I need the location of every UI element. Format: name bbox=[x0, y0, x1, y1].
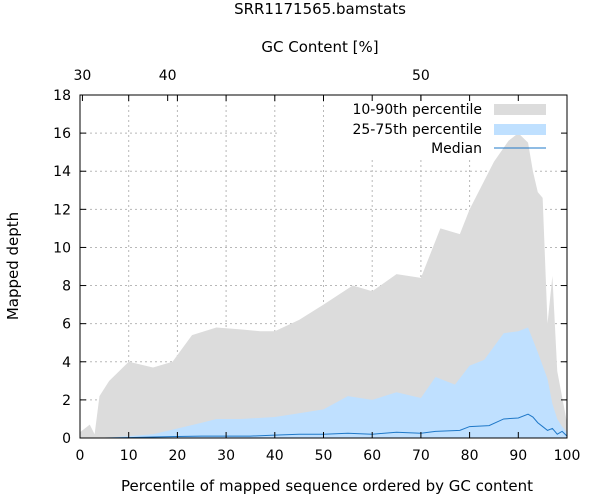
legend-swatch-25-75 bbox=[494, 124, 546, 135]
x-tick-label: 20 bbox=[168, 448, 186, 464]
x-tick-label: 50 bbox=[315, 448, 333, 464]
x-tick-label: 0 bbox=[76, 448, 85, 464]
x-axis-title: Percentile of mapped sequence ordered by… bbox=[121, 477, 533, 495]
legend-swatch-10-90 bbox=[494, 104, 546, 115]
x-tick-label: 90 bbox=[509, 448, 527, 464]
top-axis-title: GC Content [%] bbox=[261, 38, 378, 56]
x-tick-label: 30 bbox=[217, 448, 235, 464]
x-tick-label: 40 bbox=[266, 448, 284, 464]
legend-label-10-90: 10-90th percentile bbox=[352, 102, 482, 118]
y-tick-label: 18 bbox=[53, 88, 71, 104]
band-10-90 bbox=[80, 133, 567, 439]
y-tick-label: 0 bbox=[62, 431, 71, 447]
y-tick-label: 14 bbox=[53, 164, 71, 180]
y-tick-label: 8 bbox=[62, 279, 71, 295]
x-tick-label: 70 bbox=[412, 448, 430, 464]
chart-title: SRR1171565.bamstats bbox=[234, 0, 406, 18]
y-tick-label: 10 bbox=[53, 240, 71, 256]
y-tick-label: 12 bbox=[53, 202, 71, 218]
band-25-75 bbox=[80, 327, 567, 438]
y-tick-label: 4 bbox=[62, 355, 71, 371]
x-tick-label: 80 bbox=[461, 448, 479, 464]
y-tick-label: 16 bbox=[53, 126, 71, 142]
x-tick-label: 60 bbox=[363, 448, 381, 464]
y-tick-label: 2 bbox=[62, 393, 71, 409]
top-axis-tick-label: 30 bbox=[74, 68, 92, 84]
legend-label-25-75: 25-75th percentile bbox=[352, 122, 482, 138]
y-axis-title: Mapped depth bbox=[4, 212, 22, 320]
legend-label-median: Median bbox=[431, 141, 482, 157]
median-line bbox=[80, 413, 568, 439]
x-tick-label: 10 bbox=[120, 448, 138, 464]
x-tick-label: 100 bbox=[554, 448, 581, 464]
y-tick-label: 6 bbox=[62, 317, 71, 333]
top-axis-tick-label: 50 bbox=[412, 68, 430, 84]
top-axis-tick-label: 40 bbox=[159, 68, 177, 84]
